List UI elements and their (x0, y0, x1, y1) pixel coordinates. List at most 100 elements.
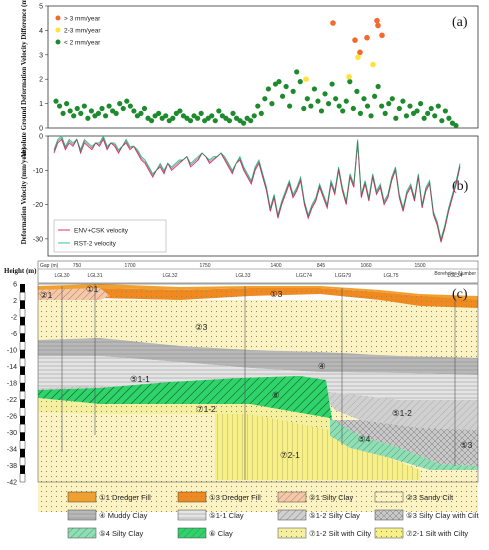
a-point-mid (303, 76, 309, 82)
a-point-low (340, 108, 346, 114)
a-point-high (379, 32, 385, 39)
a-point-low (432, 113, 438, 119)
legend-item-label: ⑦2-1 Silt with Cilty (406, 529, 468, 538)
borehole-7: LGL75 (383, 273, 398, 279)
label-5-4: ⑤4 (358, 434, 371, 444)
a-point-low (95, 110, 102, 116)
legend-item-label: ⑥ Clay (209, 529, 233, 538)
scale-block (19, 292, 26, 301)
geology-legend: ①1 Dredger Fill ①3 Dredger Fill ②1 Silty C… (67, 491, 479, 539)
panel-b-series (53, 134, 461, 243)
panel-b-ylabel: Deformation Velocity (mm/year) (20, 147, 28, 244)
a-point-low (425, 110, 431, 116)
a-point-low (304, 96, 310, 102)
a-point-low (212, 118, 218, 124)
a-point-low (138, 110, 144, 116)
a-point-low (347, 79, 353, 85)
a-point-low (343, 98, 349, 104)
legend-label-high: > 3 mm/year (64, 16, 101, 23)
a-point-low (248, 118, 254, 124)
scale-block (19, 325, 26, 334)
a-point-low (85, 115, 91, 121)
scale-block (20, 300, 25, 309)
label-5-1-2: ⑤1-2 (392, 408, 412, 418)
a-point-low (64, 101, 70, 107)
a-point-high (374, 17, 380, 24)
a-point-low (226, 118, 233, 124)
scale-block (20, 416, 25, 425)
a-point-low (418, 101, 424, 107)
scale-block (20, 333, 25, 342)
legend-label-rst: RST-2 velocity (74, 241, 117, 248)
a-point-low (435, 103, 441, 109)
a-point-low (255, 103, 261, 109)
b-ytick-label: -30 (33, 236, 43, 243)
a-point-low (131, 108, 137, 114)
a-point-low (141, 105, 148, 112)
a-point-low (301, 105, 307, 112)
legend-item-label: ①1 Dredger Fill (99, 493, 151, 502)
a-point-low (428, 105, 434, 112)
a-point-low (357, 110, 364, 116)
scale-block (19, 407, 26, 417)
a-point-high (364, 34, 370, 41)
layer-1-1-dredger-fill (38, 284, 478, 300)
label-4: ④ (318, 361, 326, 371)
a-point-low (421, 115, 427, 121)
legend-item-label: ⑤1-2 Silty Clay (309, 511, 360, 520)
a-point-high (375, 22, 381, 29)
b-ytick-label: -20 (33, 202, 43, 209)
label-7-2-1: ⑦2-1 (280, 450, 300, 460)
legend-dot-low (55, 39, 61, 45)
panel-c-ylabel: Height (m) (4, 267, 37, 275)
a-point-low (329, 81, 335, 87)
panel-a-letter: (a) (452, 15, 468, 30)
a-point-low (287, 103, 293, 109)
a-point-low (53, 98, 59, 104)
a-point-low (279, 93, 286, 99)
scale-block (19, 374, 26, 384)
a-point-low (350, 105, 356, 112)
label-5-3: ⑤3 (460, 440, 473, 450)
legend-swatch-pattern (68, 510, 96, 520)
height-tick-label: -2 (11, 315, 17, 322)
legend-item-label: ⑦1-2 Silt with Cilty (309, 529, 371, 538)
scale-block (20, 465, 25, 474)
a-point-low (325, 101, 332, 107)
scale-block (20, 432, 25, 441)
scale-block (20, 350, 25, 359)
gap-6: 1060 (360, 263, 371, 269)
legend-swatch-pattern (68, 528, 96, 538)
borehole-3: LGL32 (162, 273, 177, 279)
a-point-low (177, 108, 183, 114)
height-tick-label: -6 (11, 331, 17, 338)
a-point-low (368, 113, 374, 119)
borehole-8: LGL34 (447, 273, 462, 279)
layer-2-1-pattern (38, 288, 110, 300)
panel-b-yaxis: 0 -10 -20 -30 (33, 134, 48, 243)
a-ytick-label: 5 (39, 4, 43, 11)
a-point-low (71, 113, 77, 119)
scale-block (20, 366, 25, 375)
a-point-low (407, 103, 413, 109)
ruler-gap-label: Gap (m) (40, 263, 59, 269)
gap-4: 1400 (270, 263, 281, 269)
a-point-low (120, 105, 126, 112)
height-tick-label: -22 (7, 397, 17, 404)
panel-a-legend: > 3 mm/year 2-3 mm/year < 2 mm/year (55, 15, 101, 47)
legend-label-low: < 2 mm/year (64, 40, 101, 47)
a-point-low (439, 118, 445, 124)
a-ytick-label: 0 (39, 126, 43, 133)
panel-a: (a) Absolute Ground Deformation Velocity… (20, 0, 479, 159)
legend-item-label: ②1 Silty Clay (309, 493, 353, 502)
layer-6-pattern (38, 376, 332, 420)
panel-a-yaxis: 0 1 2 3 4 5 (39, 4, 48, 133)
layer-4-pattern (38, 338, 478, 375)
legend-item-label: ⑤3 Silty Clay with Cilt (406, 511, 479, 520)
borehole-2: LGL31 (87, 273, 102, 279)
a-point-low (446, 115, 452, 121)
legend-item-label: ②3 Sandy Cilt (406, 493, 454, 502)
legend-label-env: ENV+CSK velocity (74, 228, 129, 235)
a-point-low (389, 96, 395, 102)
gap-2: 1700 (124, 263, 135, 269)
